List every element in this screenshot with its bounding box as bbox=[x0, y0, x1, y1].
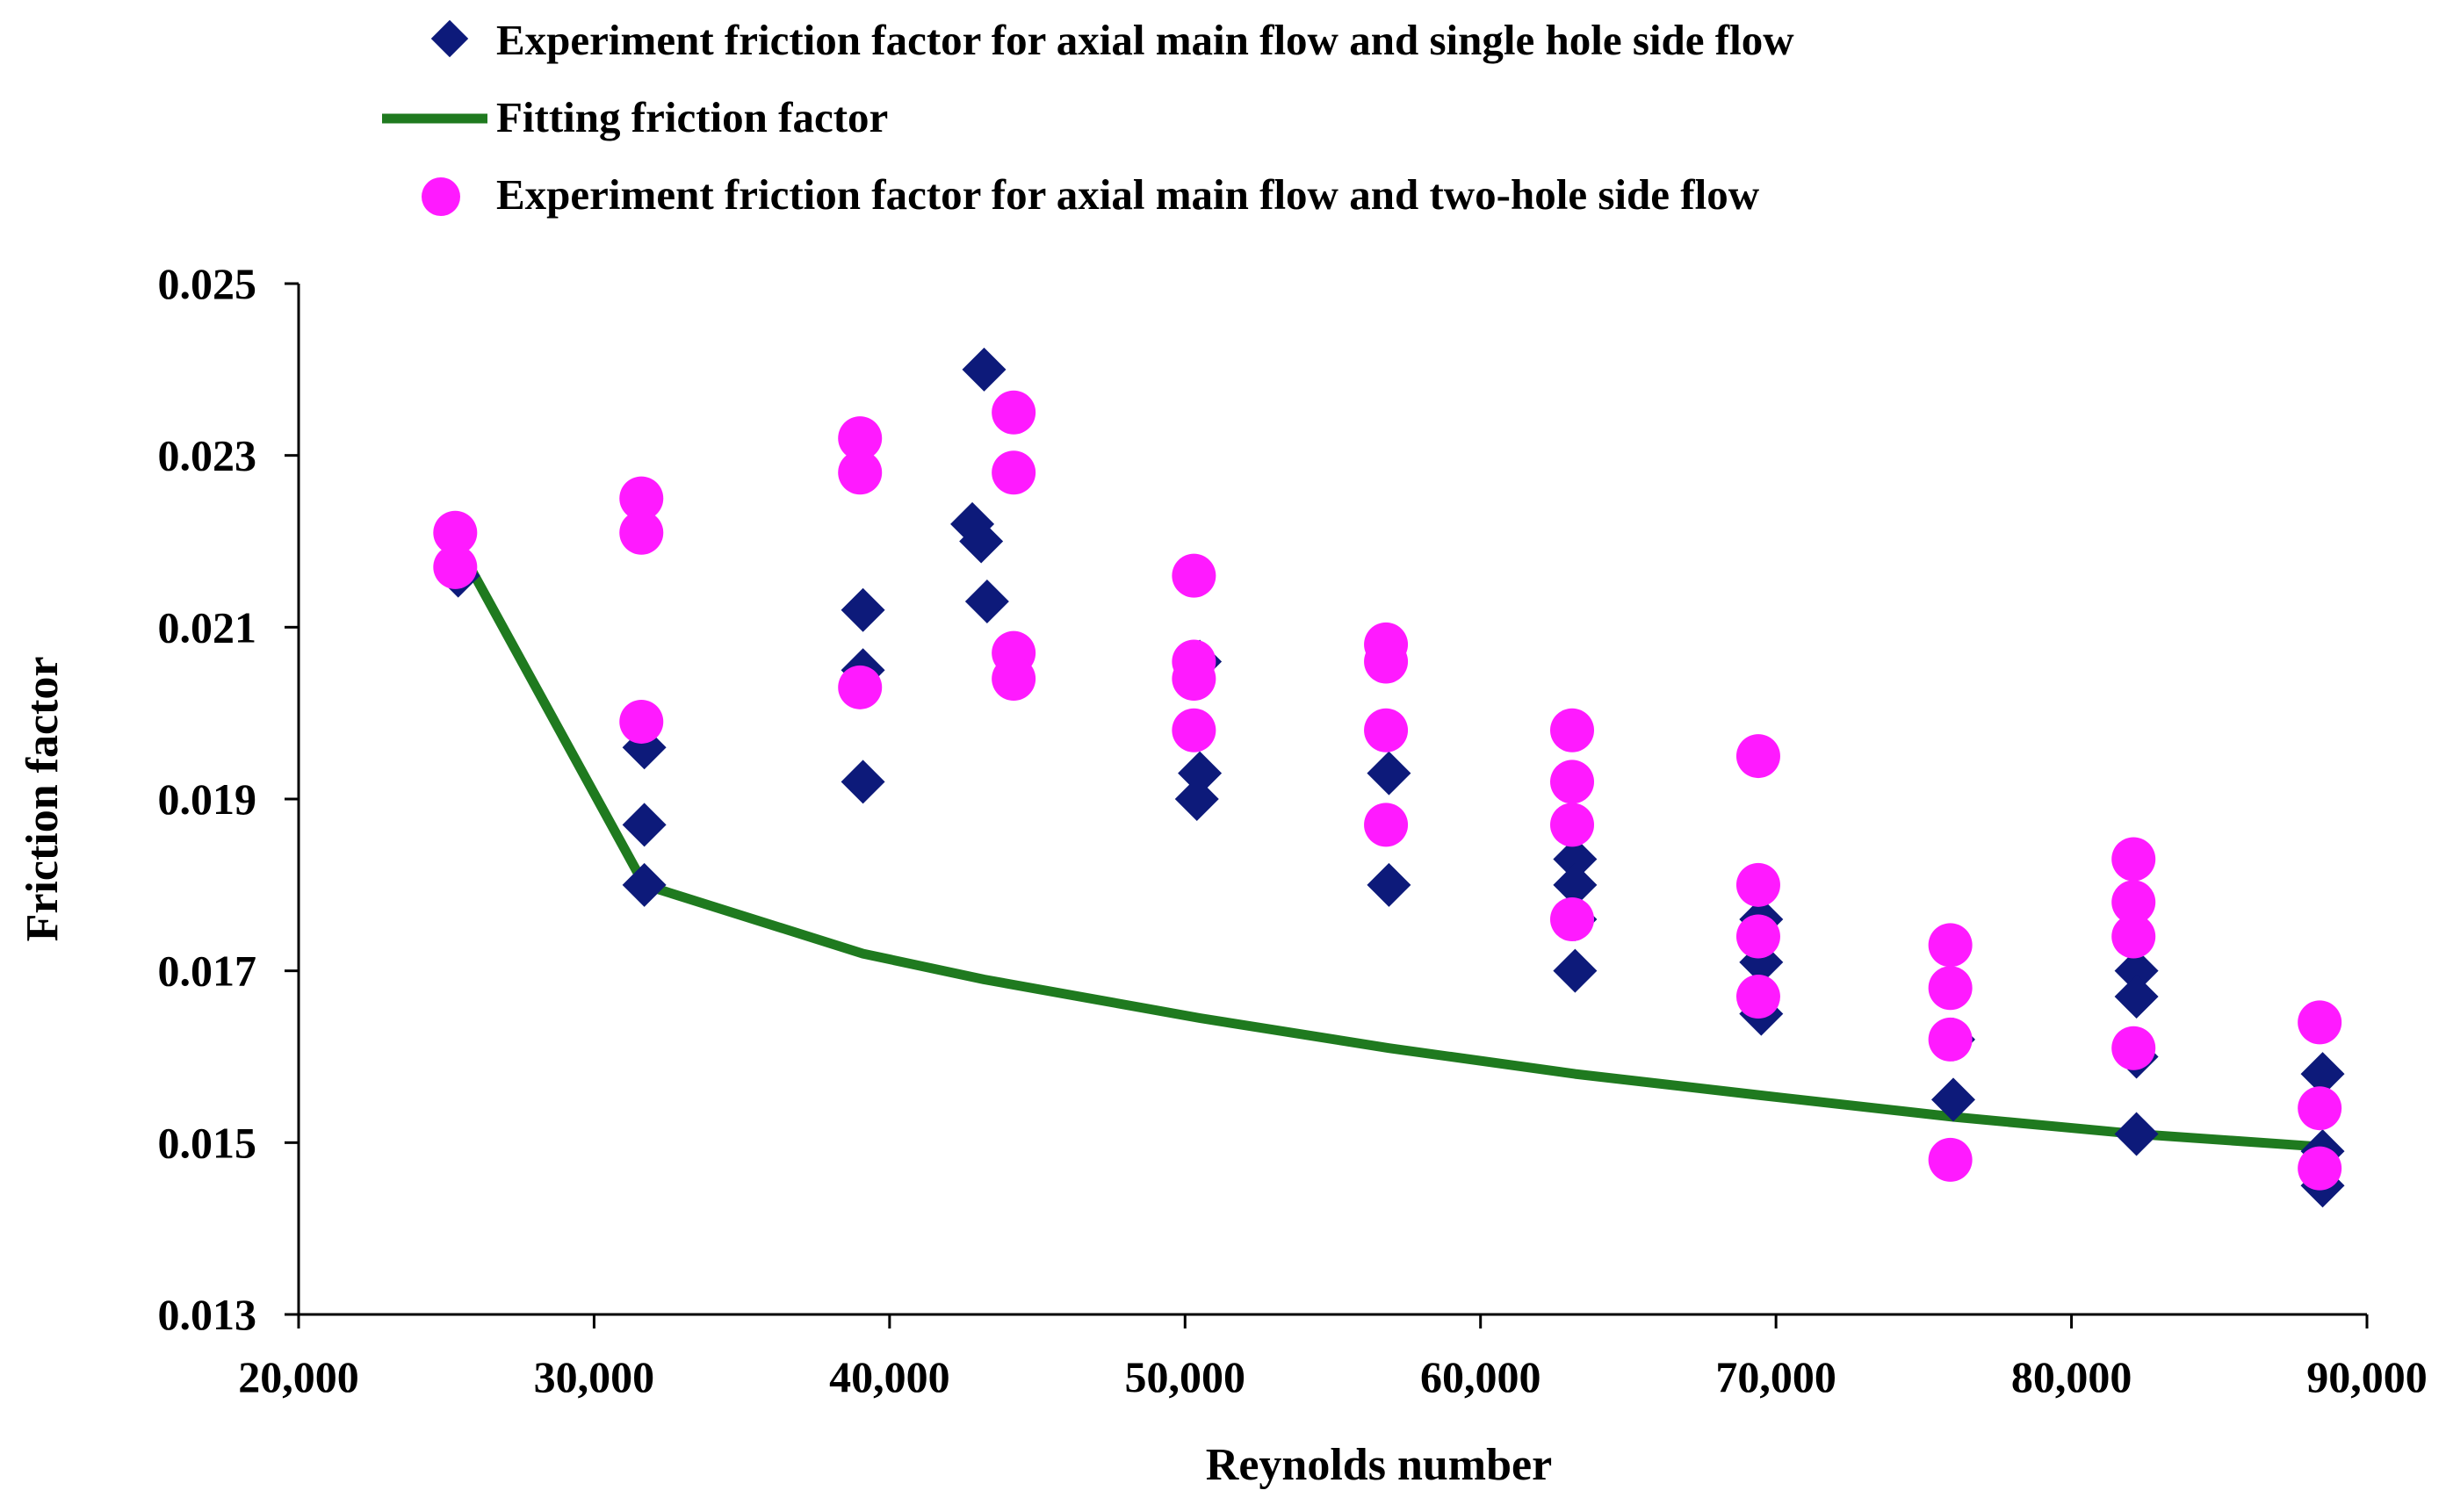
single-hole-series bbox=[436, 347, 2345, 1208]
diamond-point bbox=[1553, 837, 1598, 882]
x-tick-label: 40,000 bbox=[829, 1352, 950, 1401]
circle-point bbox=[1172, 708, 1216, 752]
legend-item-single-hole: Experiment friction factor for axial mai… bbox=[430, 16, 1794, 64]
legend-label-fitting: Fitting friction factor bbox=[496, 93, 888, 141]
diamond-point bbox=[622, 803, 667, 847]
circle-point bbox=[1735, 914, 1780, 959]
circle-point bbox=[1735, 975, 1780, 1019]
diamond-point bbox=[841, 587, 885, 632]
x-tick-label: 30,000 bbox=[534, 1352, 655, 1401]
circle-point bbox=[1550, 760, 1595, 804]
diamond-point bbox=[1178, 751, 1223, 796]
circle-point bbox=[2298, 1000, 2342, 1045]
diamond-point bbox=[964, 579, 1009, 623]
circle-point bbox=[1364, 708, 1409, 752]
diamond-point bbox=[622, 862, 667, 907]
x-tick-label: 50,000 bbox=[1125, 1352, 1246, 1401]
circle-point bbox=[1735, 862, 1780, 907]
x-axis-title: Reynolds number bbox=[1206, 1440, 1552, 1490]
circle-point bbox=[1364, 803, 1409, 847]
legend-label-two-hole: Experiment friction factor for axial mai… bbox=[496, 170, 1760, 219]
x-tick-label: 20,000 bbox=[238, 1352, 359, 1401]
circle-point bbox=[838, 665, 883, 709]
diamond-point bbox=[2114, 1112, 2159, 1156]
circle-point bbox=[619, 476, 664, 521]
circle-point bbox=[992, 390, 1036, 435]
y-tick-label: 0.023 bbox=[158, 431, 257, 480]
fitting-line-group bbox=[465, 565, 2323, 1152]
circle-point bbox=[1735, 734, 1780, 779]
circle-point bbox=[433, 544, 478, 589]
x-tick-label: 70,000 bbox=[1715, 1352, 1836, 1401]
legend-item-two-hole: Experiment friction factor for axial mai… bbox=[422, 170, 1760, 219]
diamond-point bbox=[2300, 1052, 2345, 1097]
circle-point bbox=[1172, 553, 1216, 598]
circle-point bbox=[619, 510, 664, 555]
diamond-point bbox=[1174, 777, 1219, 821]
circle-point bbox=[1928, 966, 1973, 1011]
circle-point bbox=[2111, 880, 2156, 925]
circle-point bbox=[1172, 657, 1216, 702]
circle-point bbox=[619, 699, 664, 744]
diamond-point bbox=[1553, 862, 1598, 907]
y-tick-label: 0.025 bbox=[158, 259, 257, 308]
axes bbox=[297, 284, 2367, 1316]
two-hole-series bbox=[433, 390, 2342, 1191]
circle-point bbox=[992, 450, 1036, 495]
circle-point bbox=[992, 657, 1036, 702]
circle-point bbox=[2111, 837, 2156, 882]
y-tick-label: 0.021 bbox=[158, 602, 257, 652]
legend-circle-marker bbox=[422, 177, 460, 216]
y-tick-label: 0.015 bbox=[158, 1118, 257, 1167]
circle-point bbox=[1928, 923, 1973, 968]
diamond-point bbox=[1553, 948, 1598, 993]
diamond-point bbox=[841, 760, 885, 804]
legend-label-single-hole: Experiment friction factor for axial mai… bbox=[496, 16, 1794, 64]
diamond-point bbox=[1367, 862, 1411, 907]
diamond-point bbox=[1367, 751, 1411, 796]
ticks: 20,000 30,000 40,000 50,000 60,000 70,000 80,0… bbox=[158, 259, 2428, 1401]
circle-point bbox=[1928, 1017, 1973, 1062]
diamond-point bbox=[962, 347, 1007, 392]
circle-point bbox=[2298, 1146, 2342, 1191]
circle-point bbox=[1550, 896, 1595, 941]
y-axis-title: Friction factor bbox=[18, 657, 68, 942]
circle-point bbox=[433, 510, 478, 555]
diamond-point bbox=[959, 519, 1004, 564]
x-tick-label: 90,000 bbox=[2306, 1352, 2428, 1401]
circle-point bbox=[1928, 1137, 1973, 1182]
diamond-point bbox=[2114, 948, 2159, 993]
legend: Experiment friction factor for axial mai… bbox=[382, 16, 1794, 219]
circle-point bbox=[838, 416, 883, 461]
circle-point bbox=[838, 450, 883, 495]
circle-point bbox=[1550, 708, 1595, 752]
y-tick-label: 0.017 bbox=[158, 947, 257, 996]
circle-point bbox=[1550, 803, 1595, 847]
diamond-point bbox=[2114, 975, 2159, 1019]
x-tick-label: 60,000 bbox=[1420, 1352, 1541, 1401]
circle-point bbox=[2298, 1086, 2342, 1131]
circle-point bbox=[1364, 639, 1409, 684]
circle-point bbox=[2111, 914, 2156, 959]
y-tick-label: 0.019 bbox=[158, 774, 257, 824]
x-tick-label: 80,000 bbox=[2011, 1352, 2132, 1401]
fitting-line bbox=[465, 565, 2323, 1152]
diamond-point bbox=[1931, 1077, 1975, 1122]
circle-point bbox=[2111, 1026, 2156, 1070]
legend-item-fitting: Fitting friction factor bbox=[382, 93, 888, 141]
legend-diamond-marker bbox=[430, 19, 469, 58]
y-tick-label: 0.013 bbox=[158, 1290, 257, 1339]
